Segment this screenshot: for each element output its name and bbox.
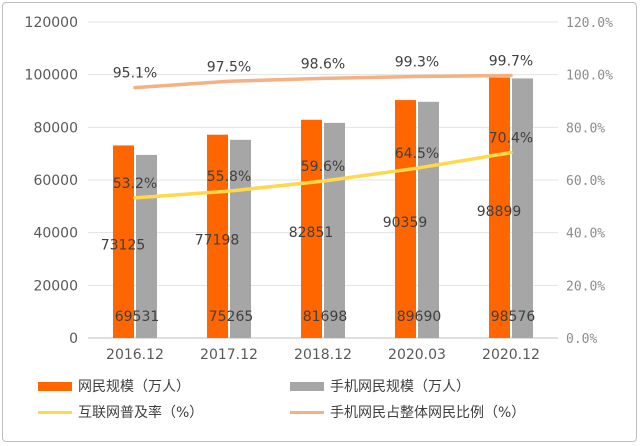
- data-label-users: 90359: [383, 215, 428, 231]
- y-left-tick-label: 20000: [33, 278, 78, 294]
- left-axis: 0 20000 40000 60000 80000 100000 120000: [25, 15, 78, 347]
- data-label-penetration: 64.5%: [395, 146, 439, 162]
- x-tick-label: 2017.12: [200, 347, 258, 363]
- lines: [133, 73, 513, 200]
- y-right-tick-label: 120.0%: [566, 16, 613, 31]
- right-axis: 0.0% 20.0% 40.0% 60.0% 80.0% 100.0% 120.0%: [566, 16, 613, 347]
- data-label-mobile-users: 98576: [491, 309, 536, 325]
- data-label-users: 77198: [195, 232, 240, 248]
- line-penetration-rate: [133, 150, 513, 200]
- x-tick-label: 2020.03: [388, 347, 446, 363]
- data-label-penetration: 59.6%: [301, 159, 345, 175]
- data-label-mobile-users: 69531: [115, 309, 160, 325]
- line-mobile-share: [133, 73, 513, 90]
- bar-mobile-users: [136, 154, 157, 338]
- data-label-mobile-users: 89690: [397, 309, 442, 325]
- y-right-tick-label: 40.0%: [566, 227, 605, 242]
- y-left-tick-label: 40000: [33, 226, 78, 242]
- y-left-tick-label: 120000: [25, 15, 78, 31]
- y-right-tick-label: 80.0%: [566, 121, 605, 136]
- x-axis: 2016.12 2017.12 2018.12 2020.03 2020.12: [106, 347, 540, 363]
- data-label-mobile-users: 75265: [209, 309, 254, 325]
- y-right-tick-label: 20.0%: [566, 279, 605, 294]
- y-left-tick-label: 0: [69, 331, 78, 347]
- data-label-mobile-share: 95.1%: [113, 66, 157, 82]
- data-label-mobile-share: 99.3%: [395, 55, 439, 71]
- data-label-users: 73125: [101, 238, 146, 254]
- data-label-penetration: 70.4%: [489, 131, 533, 147]
- bar-users: [301, 119, 322, 338]
- x-tick-label: 2018.12: [294, 347, 352, 363]
- y-right-tick-label: 100.0%: [566, 69, 613, 84]
- bar-users: [489, 77, 510, 338]
- y-right-tick-label: 0.0%: [566, 332, 597, 347]
- bar-users: [113, 145, 134, 338]
- data-label-penetration: 53.2%: [113, 176, 157, 192]
- data-labels: 73125 77198 82851 90359 98899 69531 75265 81698…: [101, 53, 536, 324]
- bar-users: [395, 100, 416, 339]
- data-label-mobile-users: 81698: [303, 309, 348, 325]
- bar-users: [207, 134, 228, 338]
- bar-mobile-users: [324, 122, 345, 338]
- y-right-tick-label: 60.0%: [566, 174, 605, 189]
- bars: [113, 77, 533, 339]
- data-label-mobile-share: 97.5%: [207, 59, 251, 75]
- bar-mobile-users: [512, 78, 533, 338]
- data-label-penetration: 55.8%: [207, 169, 251, 185]
- y-left-tick-label: 80000: [33, 120, 78, 136]
- data-label-users: 82851: [289, 225, 334, 241]
- data-label-mobile-share: 98.6%: [301, 56, 345, 72]
- data-label-mobile-share: 99.7%: [489, 53, 533, 69]
- y-left-tick-label: 100000: [25, 68, 78, 84]
- y-left-tick-label: 60000: [33, 173, 78, 189]
- x-tick-label: 2020.12: [482, 347, 540, 363]
- x-tick-label: 2016.12: [106, 347, 164, 363]
- bar-mobile-users: [418, 101, 439, 338]
- data-label-users: 98899: [477, 204, 522, 220]
